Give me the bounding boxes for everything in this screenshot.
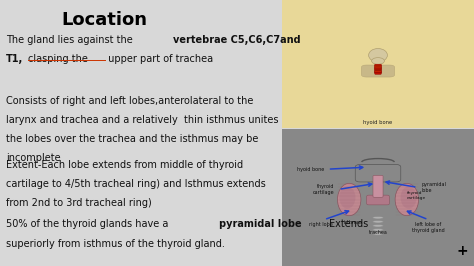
Text: T1,: T1, <box>6 54 23 64</box>
Text: thyroid
cartilage: thyroid cartilage <box>407 191 426 200</box>
Ellipse shape <box>373 221 383 223</box>
Text: pyramidal
lobe: pyramidal lobe <box>421 182 446 193</box>
Ellipse shape <box>372 58 384 64</box>
FancyBboxPatch shape <box>367 195 390 205</box>
Text: right lobe: right lobe <box>309 222 332 227</box>
Ellipse shape <box>373 228 383 231</box>
FancyBboxPatch shape <box>374 68 382 70</box>
Ellipse shape <box>401 186 417 209</box>
FancyBboxPatch shape <box>282 0 474 128</box>
Text: vertebrae C5,C6,C7and: vertebrae C5,C6,C7and <box>173 35 301 45</box>
Ellipse shape <box>373 217 383 219</box>
Ellipse shape <box>373 225 383 227</box>
FancyBboxPatch shape <box>375 67 381 69</box>
Text: thyroid
cartilage: thyroid cartilage <box>313 184 335 195</box>
Text: pyramidal lobe: pyramidal lobe <box>219 219 302 230</box>
FancyBboxPatch shape <box>355 164 401 182</box>
FancyBboxPatch shape <box>374 65 382 68</box>
Ellipse shape <box>395 183 419 216</box>
Text: hyoid bone: hyoid bone <box>297 167 324 172</box>
Text: incomplete: incomplete <box>6 153 60 163</box>
Text: hyoid bone: hyoid bone <box>364 120 392 125</box>
FancyBboxPatch shape <box>375 72 381 74</box>
Ellipse shape <box>337 183 361 216</box>
Ellipse shape <box>373 232 383 235</box>
Ellipse shape <box>339 186 356 209</box>
FancyBboxPatch shape <box>374 60 382 68</box>
Text: 50% of the thyroid glands have a: 50% of the thyroid glands have a <box>6 219 171 230</box>
Text: clasping the: clasping the <box>28 54 88 64</box>
Text: Location: Location <box>61 11 147 29</box>
FancyBboxPatch shape <box>375 69 381 72</box>
FancyBboxPatch shape <box>373 176 383 197</box>
FancyBboxPatch shape <box>374 71 382 73</box>
Text: larynx and trachea and a relatively  thin isthmus unites: larynx and trachea and a relatively thin… <box>6 115 278 125</box>
Text: from 2nd to 3rd tracheal ring): from 2nd to 3rd tracheal ring) <box>6 198 151 208</box>
FancyBboxPatch shape <box>361 65 395 77</box>
Text: left lobe of
thyroid gland: left lobe of thyroid gland <box>412 222 445 232</box>
Text: trachea: trachea <box>369 230 387 235</box>
Text: +: + <box>456 244 468 258</box>
Text: Consists of right and left lobes,anterolateral to the: Consists of right and left lobes,anterol… <box>6 96 253 106</box>
Text: Extent-Each lobe extends from middle of thyroid: Extent-Each lobe extends from middle of … <box>6 160 243 170</box>
Ellipse shape <box>369 48 387 62</box>
Text: The gland lies against the: The gland lies against the <box>6 35 136 45</box>
Text: cartilage to 4/5th tracheal ring) and Isthmus extends: cartilage to 4/5th tracheal ring) and Is… <box>6 179 265 189</box>
Text: .Extends: .Extends <box>326 219 368 230</box>
FancyBboxPatch shape <box>375 64 381 66</box>
Text: superiorly from isthmus of the thyroid gland.: superiorly from isthmus of the thyroid g… <box>6 239 225 249</box>
Text: the lobes over the trachea and the isthmus may be: the lobes over the trachea and the isthm… <box>6 134 258 144</box>
Text: isthmus: isthmus <box>343 220 363 225</box>
Text: upper part of trachea: upper part of trachea <box>105 54 213 64</box>
FancyBboxPatch shape <box>282 129 474 266</box>
